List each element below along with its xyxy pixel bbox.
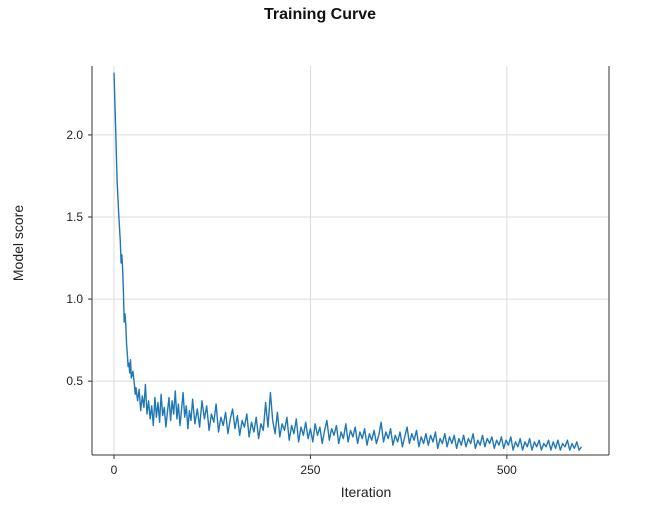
x-tick-label: 250 [300,463,320,477]
series-layer [113,72,583,451]
y-tick-label: 0.5 [66,374,83,388]
y-tick-label: 2.0 [66,128,83,142]
y-tick-label: 1.0 [66,292,83,306]
y-tick-label: 1.5 [66,210,83,224]
chart-title: Training Curve [263,6,377,23]
series-line-0 [113,72,583,451]
axes [88,66,610,459]
grid-lines [92,66,609,455]
x-tick-label: 500 [497,463,517,477]
x-tick-label: 0 [111,463,118,477]
x-axis-label: Iteration [340,484,392,500]
y-axis-label: Model score [10,204,26,282]
tick-labels: 0 250 500 0.5 1.0 1.5 2.0 [66,128,517,477]
